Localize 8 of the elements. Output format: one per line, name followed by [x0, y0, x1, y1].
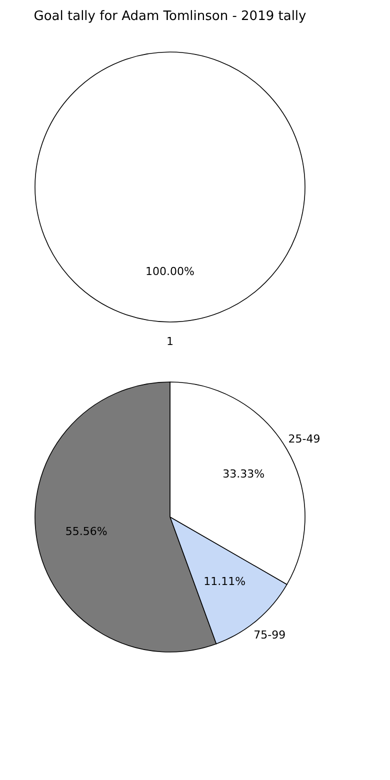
slice-label: 25-49 [288, 432, 320, 446]
data-label: 55.56% [65, 524, 108, 538]
chart-title: Goal tally for Adam Tomlinson - 2019 tally [34, 9, 307, 24]
slice-label: 75-99 [254, 628, 286, 642]
data-label: 33.33% [222, 467, 265, 480]
data-label: 100.00% [146, 265, 194, 278]
slice-label: 1 [166, 335, 174, 348]
data-label: 11.11% [204, 575, 246, 588]
